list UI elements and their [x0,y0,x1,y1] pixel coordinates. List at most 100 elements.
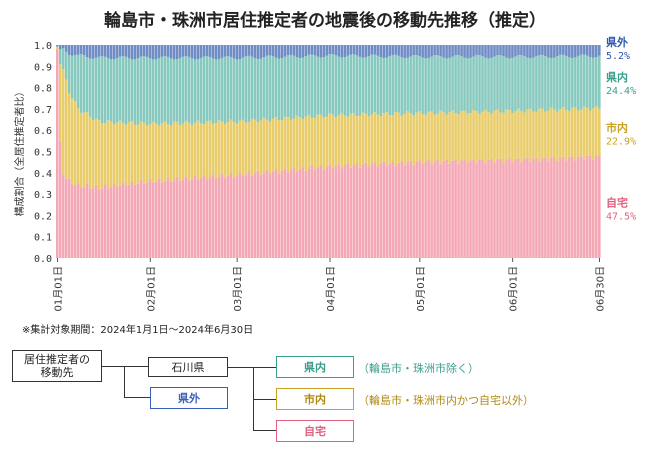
bar-segment-pref [496,55,499,110]
y-tick-label: 0.4 [34,169,52,180]
bar-segment-city [277,119,281,174]
bar-segment-city [256,122,260,171]
tree-city-note: （輪島市・珠洲市内かつ自宅以外） [358,394,534,407]
bar-segment-out [280,45,284,59]
bar-segment-pref [463,57,466,111]
bar-segment-out [190,45,194,59]
bar-segment-pref [56,46,59,48]
bar-segment-city [367,116,371,167]
bar-segment-home [448,163,451,258]
bar-segment-out [379,45,382,58]
bar-segment-city [202,124,206,175]
stacked-bar-chart: 0.0 0.1 0.2 0.3 0.4 0.5 0.6 0.7 0.8 0.9 1.0 構成割合（全居… [13,35,636,311]
bar-segment-out [559,45,562,55]
bar-segment-out [100,45,104,57]
bar-segment-city [505,109,508,160]
bar-segment-out [301,45,305,58]
bar-segment-out [142,45,146,57]
bar-segment-pref [310,54,314,118]
bar-segment-pref [82,55,86,113]
bar-segment-city [499,112,502,159]
bar-segment-out [214,45,218,60]
bar-segment-pref [487,58,490,113]
bar-segment-city [217,120,221,177]
tree-pref-note: （輪島市・珠洲市除く） [358,362,479,375]
bar-segment-pref [469,57,472,114]
bar-segment-pref [559,54,562,110]
x-tick-label: 01月01日 [52,266,64,311]
bar-segment-city [184,120,188,177]
bar-segment-home [457,163,460,258]
bar-segment-city [76,108,80,184]
bar-segment-pref [370,54,374,115]
bar-segment-pref [97,56,101,121]
bar-segment-pref [133,59,137,125]
bar-segment-pref [73,55,77,102]
bar-segment-home [430,164,433,258]
bar-segment-home [61,174,65,258]
bar-segment-home [304,170,308,258]
bar-segment-home [241,176,245,258]
bar-segment-home [436,159,439,258]
bar-segment-city [508,110,511,159]
bar-segment-home [340,168,344,258]
bar-segment-out [97,45,101,57]
bar-segment-out [223,45,227,57]
bar-segment-home [220,173,224,258]
bar-segment-pref [208,56,212,121]
bar-segment-city [466,113,469,164]
bar-segment-pref [502,56,505,113]
bar-segment-city [511,113,514,163]
bar-segment-home [106,188,110,258]
bar-segment-pref [454,55,457,114]
bar-segment-city [562,107,565,157]
bar-segment-out [541,45,544,55]
bar-segment-home [160,182,164,258]
bar-segment-out [262,45,266,58]
bar-segment-pref [262,57,266,118]
bar-segment-pref [271,56,275,119]
tree-pref-box: 県内 [276,356,354,378]
bar-segment-out [175,45,179,60]
bar-segment-city [538,108,541,162]
bar-segment-home [535,157,538,258]
bar-segment-home [121,182,125,258]
bar-segment-home [487,159,490,258]
bar-segment-pref [94,57,98,119]
bar-segment-home [580,156,583,258]
x-tick-label: 02月01日 [145,266,157,311]
bar-segment-pref [571,57,574,108]
bar-segment-pref [490,57,493,114]
bar-segment-home [271,171,275,258]
bar-segment-pref [589,57,592,111]
bar-segment-out [499,45,502,56]
bar-segment-city [328,113,332,165]
bar-segment-pref [451,56,454,111]
bar-segment-pref [193,59,197,123]
bar-segment-pref [100,56,104,124]
bar-segment-city [577,110,580,157]
y-tick-label: 0.8 [34,84,52,95]
bar-segment-city [136,124,140,184]
bar-segment-pref [316,56,320,115]
bar-segment-out [211,45,215,59]
bar-segment-out [472,45,475,57]
bar-segment-out [577,45,580,56]
bar-segment-city [376,114,379,167]
bar-segment-home [337,163,341,258]
bar-segment-pref [247,55,251,123]
bar-segment-pref [568,57,571,111]
bar-segment-out [328,45,332,55]
bar-segment-home [286,172,290,258]
bar-segment-pref [538,55,541,109]
bar-segment-home [484,163,487,258]
bar-segment-city [196,120,200,180]
bar-segment-home [472,159,475,258]
bar-segment-home [373,162,377,258]
bar-segment-pref [424,58,427,115]
bar-segment-city [403,114,406,166]
tree-city-label: 市内 [304,393,326,406]
bar-segment-home [367,166,371,258]
bar-segment-city [118,120,122,186]
bar-segment-out [265,45,269,56]
